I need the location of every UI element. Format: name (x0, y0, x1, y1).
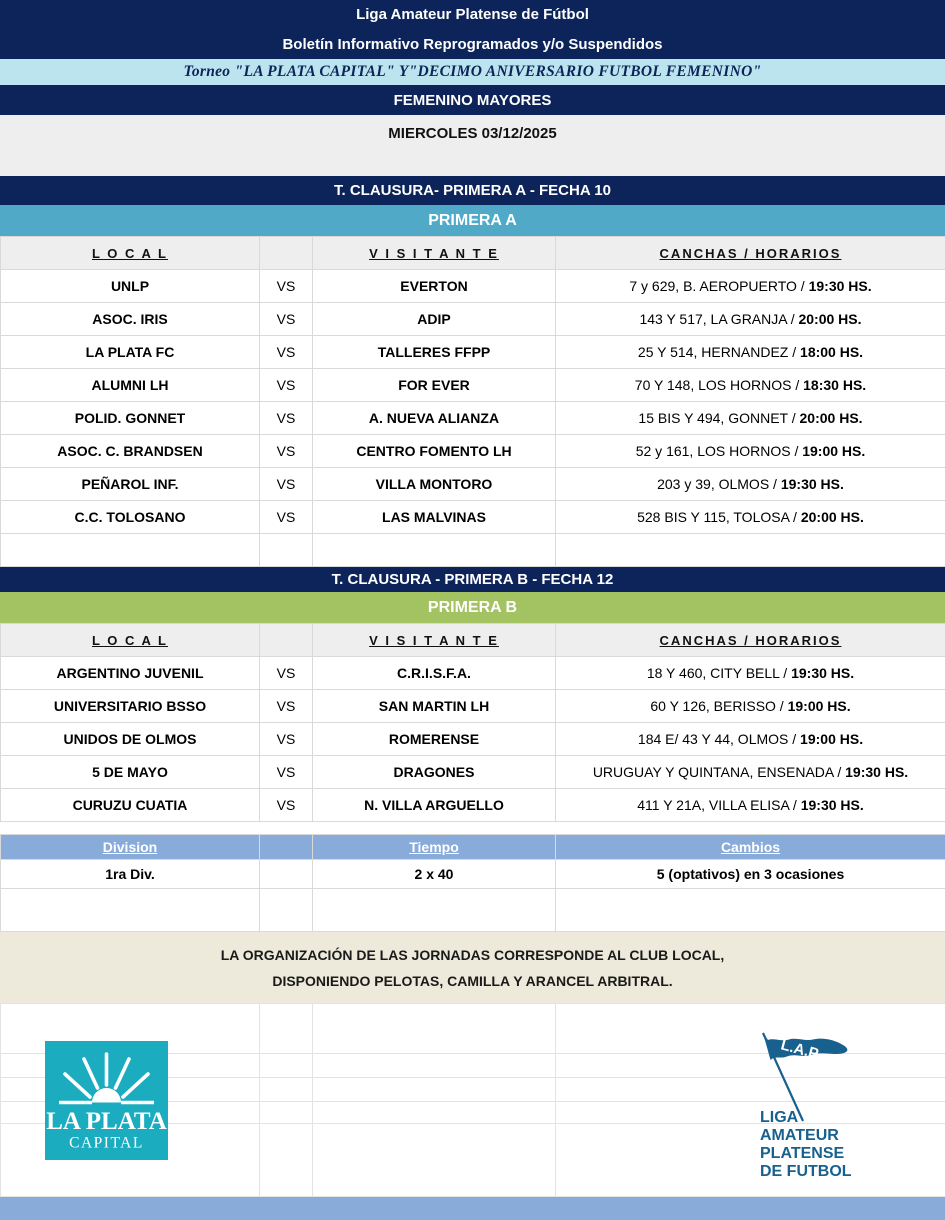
svg-text:LA PLATA: LA PLATA (46, 1108, 167, 1135)
svg-text:AMATEUR: AMATEUR (760, 1127, 839, 1144)
svg-text:LIGA: LIGA (760, 1109, 799, 1126)
svg-text:CAPITAL: CAPITAL (69, 1135, 144, 1152)
svg-text:PLATENSE: PLATENSE (760, 1145, 844, 1162)
svg-text:DE FUTBOL: DE FUTBOL (760, 1163, 852, 1180)
